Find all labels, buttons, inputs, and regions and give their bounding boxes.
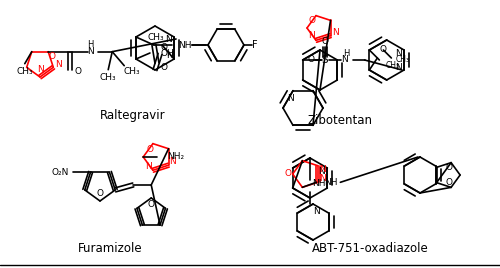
Text: CH₃: CH₃ <box>16 67 33 76</box>
Text: N: N <box>396 49 402 58</box>
Text: O: O <box>284 169 291 178</box>
Text: NH₂: NH₂ <box>167 152 184 161</box>
Text: NH: NH <box>312 180 326 188</box>
Text: F: F <box>252 40 258 50</box>
Text: NH: NH <box>324 178 338 187</box>
Text: Raltegravir: Raltegravir <box>100 109 166 121</box>
Text: N: N <box>308 31 316 40</box>
Text: Zibotentan: Zibotentan <box>308 114 372 126</box>
Text: H: H <box>344 50 350 58</box>
Text: N: N <box>286 94 294 103</box>
Text: N: N <box>36 65 44 75</box>
Text: O: O <box>146 145 154 154</box>
Text: N: N <box>342 55 348 65</box>
Text: N: N <box>164 35 172 44</box>
Text: N: N <box>318 166 324 176</box>
Text: N: N <box>312 207 320 217</box>
Text: N: N <box>332 28 339 37</box>
Text: ABT-751-oxadiazole: ABT-751-oxadiazole <box>312 241 428 255</box>
Text: CH₃: CH₃ <box>124 67 140 76</box>
Text: CH₃: CH₃ <box>100 73 116 82</box>
Text: N: N <box>146 162 152 171</box>
Text: N: N <box>87 47 94 56</box>
Text: O: O <box>96 189 103 199</box>
Text: O: O <box>307 55 314 65</box>
Text: H: H <box>87 40 94 49</box>
Text: O: O <box>321 38 328 47</box>
Text: O: O <box>148 200 154 210</box>
Text: O: O <box>308 16 316 25</box>
Text: N: N <box>169 157 176 166</box>
Text: N: N <box>318 165 326 174</box>
Text: Furamizole: Furamizole <box>78 241 142 255</box>
Text: N: N <box>166 51 172 61</box>
Text: O₂N: O₂N <box>52 168 70 177</box>
Text: O: O <box>160 43 168 51</box>
Text: O: O <box>160 62 168 72</box>
Text: OH: OH <box>161 49 174 58</box>
Text: N: N <box>396 62 402 72</box>
Text: O: O <box>74 67 82 76</box>
Text: O: O <box>446 163 452 172</box>
Text: CH₃: CH₃ <box>396 55 409 65</box>
Text: O: O <box>380 46 387 54</box>
Text: CH₃: CH₃ <box>386 61 400 70</box>
Text: CH₃: CH₃ <box>148 32 164 42</box>
Text: NH: NH <box>178 40 192 50</box>
Text: N: N <box>318 174 326 183</box>
Text: O: O <box>446 178 452 187</box>
Text: O: O <box>48 52 56 61</box>
Text: N: N <box>55 60 62 69</box>
Text: S: S <box>322 55 328 65</box>
